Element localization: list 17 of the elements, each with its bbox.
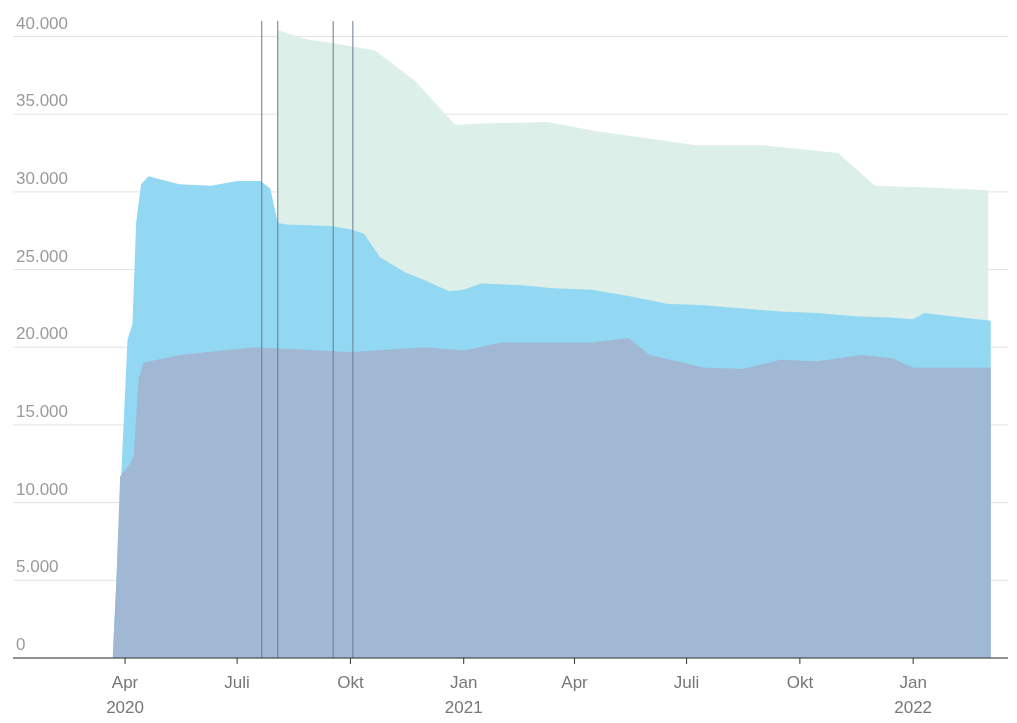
y-tick-label: 0 [16,635,26,654]
x-tick-label: Okt [337,673,364,692]
y-tick-label: 35.000 [16,91,68,111]
y-tick-label: 40.000 [16,13,68,33]
x-tick-label: Juli [673,673,700,692]
y-tick-label: 15.000 [16,401,68,421]
y-tick-label: 30.000 [16,168,68,188]
x-tick-label: Okt [786,673,814,692]
y-tick-label: 10.000 [16,479,68,499]
x-tick-label: Juli [224,673,250,692]
y-tick-label: 20.000 [16,324,68,344]
x-tick-label: Jan 2021 [444,673,483,717]
y-tick-label: 25.000 [16,246,68,266]
x-tick-label: Jan 2022 [894,673,933,717]
y-tick-label: 5.000 [16,557,59,577]
x-tick-label: Apr [561,673,589,692]
x-tick-label: Apr 2020 [106,673,144,717]
